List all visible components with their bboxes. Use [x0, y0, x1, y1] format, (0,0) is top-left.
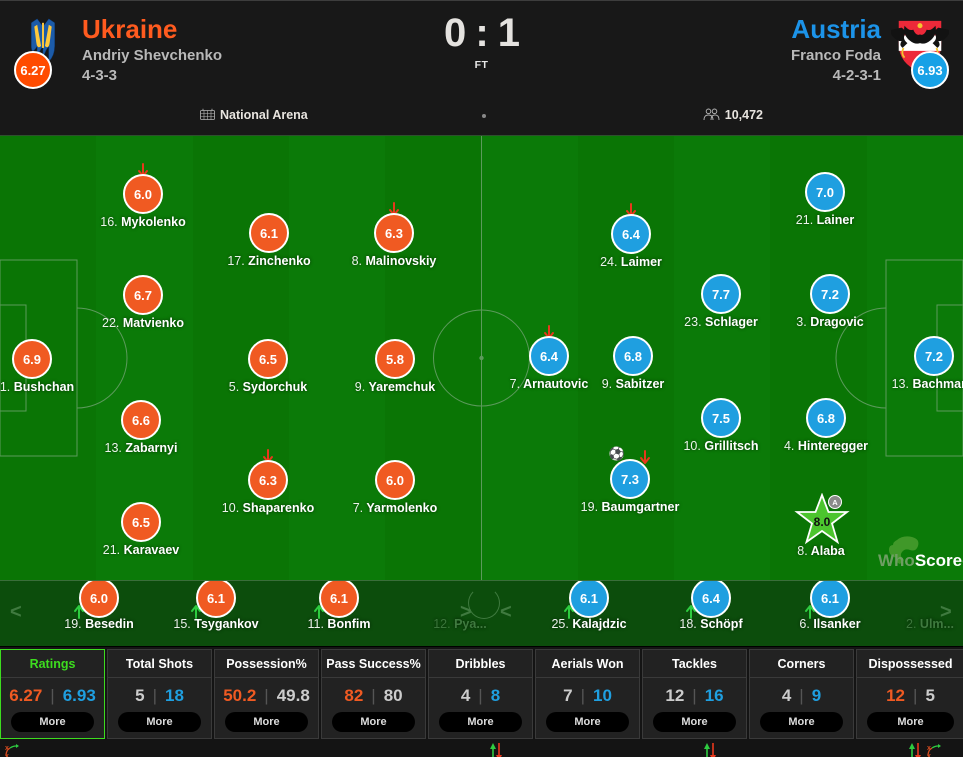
svg-text:x: x — [5, 745, 9, 752]
svg-text:x: x — [5, 753, 9, 757]
svg-text:x: x — [927, 745, 931, 752]
svg-text:x: x — [927, 753, 931, 757]
svg-text:A: A — [832, 498, 838, 507]
svg-text:8.0: 8.0 — [814, 515, 831, 529]
